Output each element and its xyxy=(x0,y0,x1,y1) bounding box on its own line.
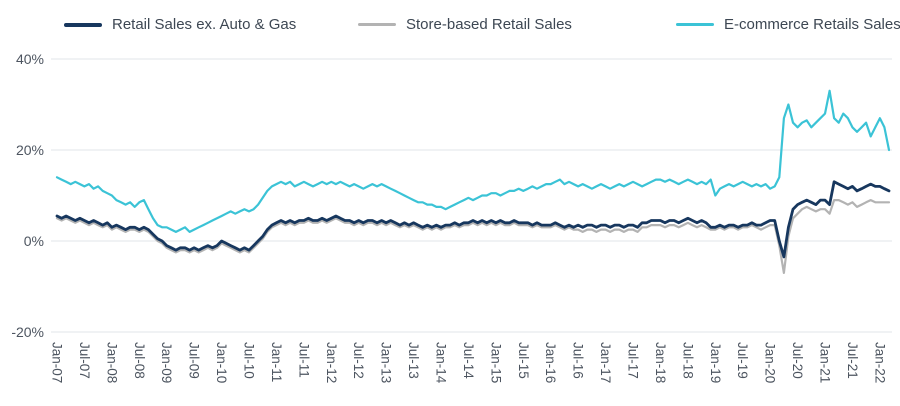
x-tick-label: Jul-10 xyxy=(242,342,257,379)
x-tick-label: Jul-21 xyxy=(845,342,860,379)
x-tick-label: Jan-09 xyxy=(159,342,174,383)
x-tick-label: Jan-22 xyxy=(872,342,887,383)
x-tick-label: Jul-17 xyxy=(626,342,641,379)
y-tick-label: 40% xyxy=(16,51,44,67)
y-tick-label: -20% xyxy=(11,324,44,340)
legend-line-swatch-cyan xyxy=(676,23,714,26)
legend-label: Store-based Retail Sales xyxy=(406,16,572,33)
x-tick-label: Jan-21 xyxy=(818,342,833,383)
legend-line-swatch-navy xyxy=(64,22,102,27)
series-line-1 xyxy=(55,199,891,274)
x-tick-label: Jan-07 xyxy=(50,342,65,383)
x-tick-label: Jul-08 xyxy=(132,342,147,379)
x-tick-label: Jul-16 xyxy=(571,342,586,379)
legend-label: E-commerce Retails Sales xyxy=(724,16,900,33)
x-tick-label: Jul-07 xyxy=(77,342,92,379)
legend-label: Retail Sales ex. Auto & Gas xyxy=(112,16,297,33)
legend-item-retail-ex-auto-gas[interactable]: Retail Sales ex. Auto & Gas xyxy=(64,16,296,33)
x-tick-label: Jul-19 xyxy=(735,342,750,379)
x-tick-label: Jan-11 xyxy=(269,342,284,382)
x-tick-label: Jan-19 xyxy=(708,342,723,383)
y-tick-label: 0% xyxy=(24,233,44,249)
y-tick-label: 20% xyxy=(16,142,44,158)
x-tick-label: Jul-11 xyxy=(296,342,311,378)
x-tick-label: Jan-16 xyxy=(543,342,558,383)
series-line-2 xyxy=(55,89,891,233)
x-tick-label: Jul-18 xyxy=(680,342,695,379)
x-tick-label: Jul-09 xyxy=(187,342,202,379)
x-tick-label: Jan-08 xyxy=(104,342,119,383)
x-tick-label: Jul-20 xyxy=(790,342,805,379)
x-tick-label: Jul-13 xyxy=(406,342,421,379)
legend-line-swatch-gray xyxy=(358,23,396,26)
x-tick-label: Jan-10 xyxy=(214,342,229,383)
x-tick-label: Jan-12 xyxy=(324,342,339,383)
legend-item-store-based[interactable]: Store-based Retail Sales xyxy=(358,16,572,33)
x-tick-label: Jan-17 xyxy=(598,342,613,383)
x-tick-label: Jul-12 xyxy=(351,342,366,379)
x-tick-label: Jan-18 xyxy=(653,342,668,383)
legend-item-ecommerce[interactable]: E-commerce Retails Sales xyxy=(676,16,900,33)
x-tick-label: Jan-20 xyxy=(763,342,778,383)
x-tick-label: Jul-14 xyxy=(461,342,476,379)
series-line-0 xyxy=(55,180,891,259)
chart-legend: Retail Sales ex. Auto & Gas Store-based … xyxy=(0,0,900,42)
x-tick-label: Jul-15 xyxy=(516,342,531,379)
x-tick-label: Jan-13 xyxy=(379,342,394,383)
x-tick-label: Jan-14 xyxy=(434,342,449,384)
x-tick-label: Jan-15 xyxy=(488,342,503,383)
